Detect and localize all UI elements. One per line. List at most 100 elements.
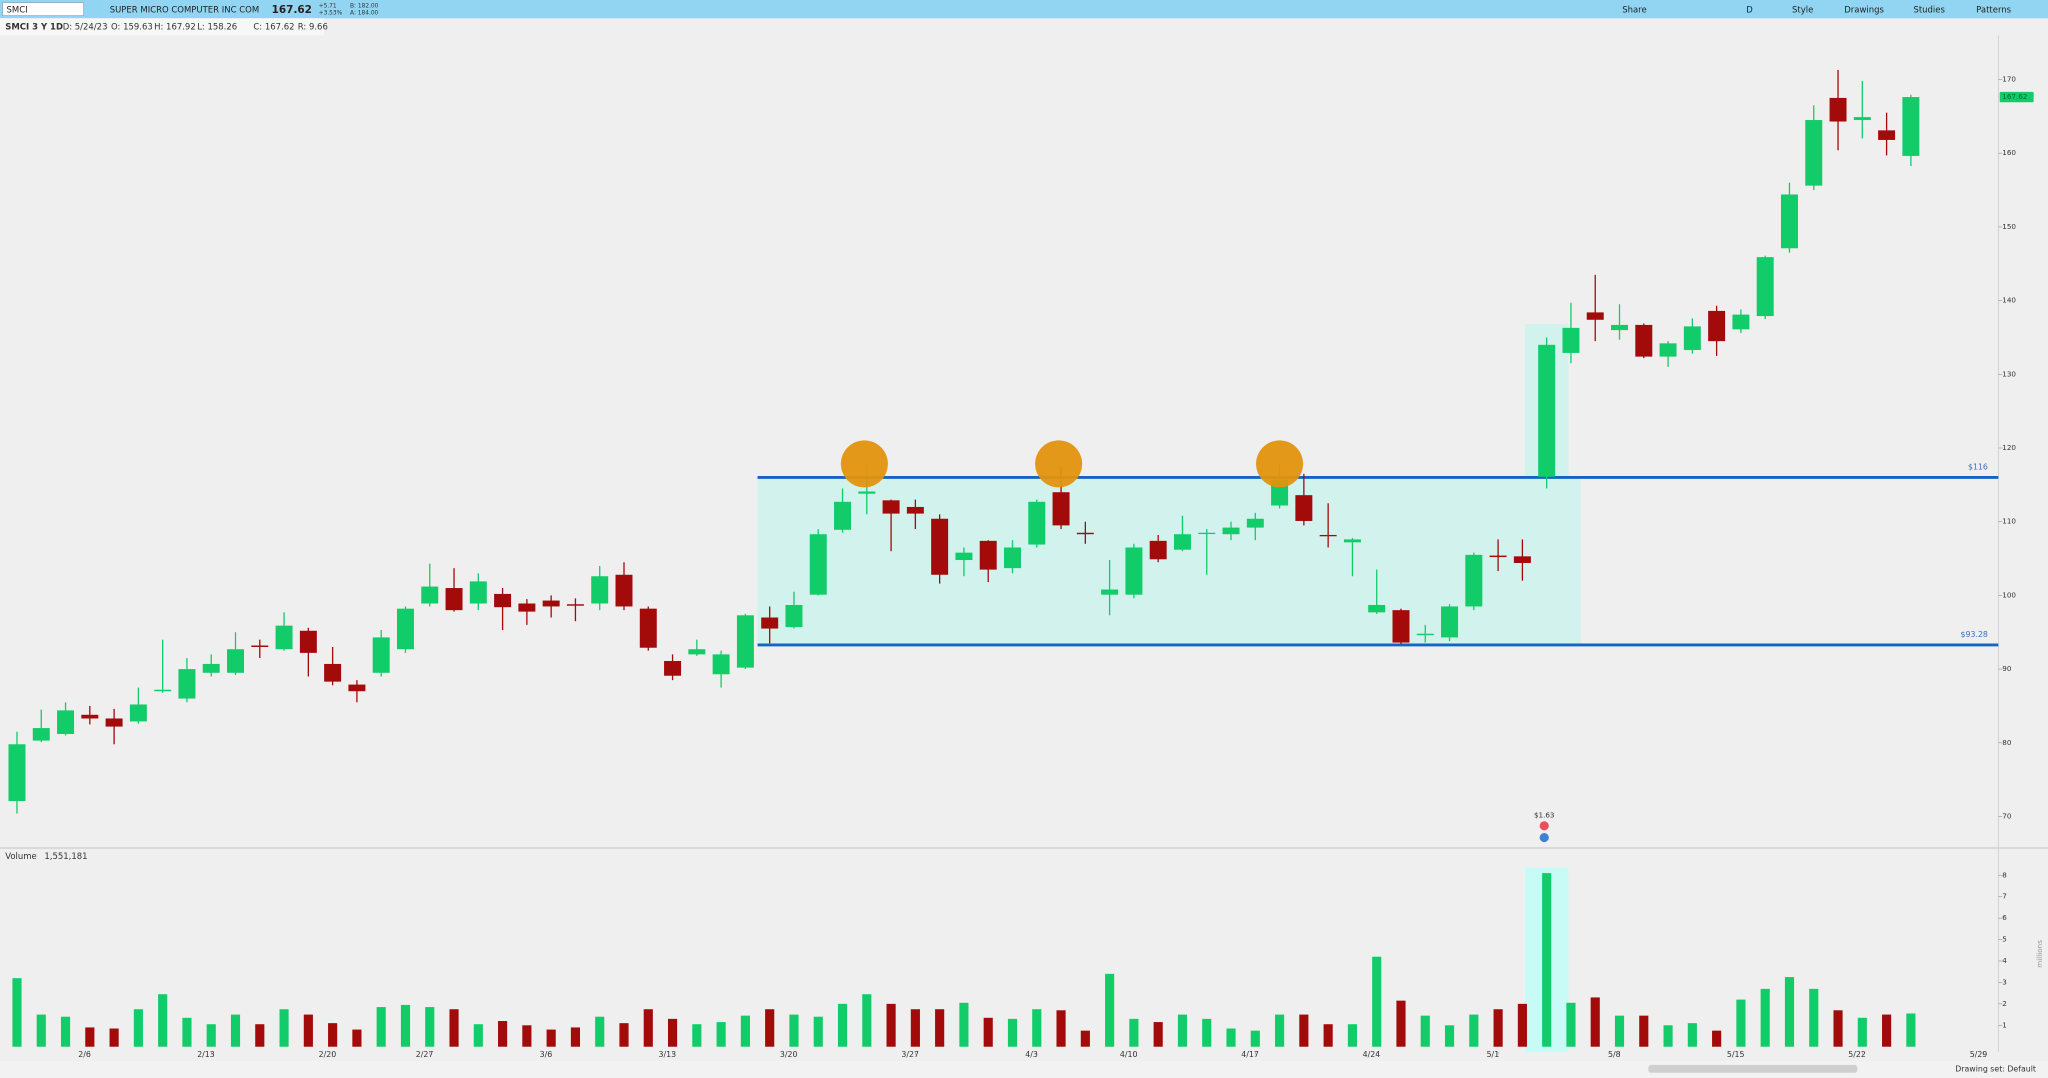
- volume-bar: [400, 1004, 411, 1047]
- volume-y-tick-label: 1: [2002, 1020, 2007, 1029]
- volume-bar: [133, 1009, 143, 1047]
- candle-body: [1878, 130, 1896, 140]
- info-low: L: 158.26: [197, 22, 237, 32]
- info-high: H: 167.92: [154, 22, 196, 32]
- volume-bar: [1882, 1014, 1892, 1047]
- candle-body: [1902, 97, 1920, 156]
- toolbar-item[interactable]: Patterns: [1976, 5, 2011, 15]
- x-tick-label: 5/15: [1727, 1050, 1745, 1059]
- candle-body: [154, 689, 172, 692]
- candle-body: [1052, 492, 1070, 526]
- x-tick-label: 3/27: [901, 1050, 919, 1059]
- info-close: C: 167.62: [253, 22, 294, 32]
- volume-bar: [182, 1017, 192, 1047]
- level-label: $116: [1968, 463, 1988, 472]
- candle-body: [1319, 534, 1337, 537]
- y-tick-label: 90: [2002, 664, 2012, 673]
- y-tick-label: 140: [2002, 296, 2016, 305]
- volume-bar: [1736, 999, 1746, 1047]
- candle-body: [1125, 547, 1143, 595]
- volume-bar: [1056, 1010, 1066, 1047]
- volume-bar: [1542, 873, 1552, 1047]
- change: +5.71: [319, 3, 337, 9]
- x-tick-label: 3/20: [780, 1050, 798, 1059]
- candle-body: [494, 593, 512, 608]
- candle-body: [396, 608, 414, 650]
- volume-y-tick-label: 6: [2002, 913, 2007, 922]
- toolbar-item[interactable]: Studies: [1913, 5, 1944, 15]
- volume-bar: [910, 1009, 920, 1047]
- volume-bar: [595, 1016, 605, 1047]
- volume-bar: [352, 1029, 362, 1047]
- candle-body: [469, 581, 487, 604]
- y-tick-label: 150: [2002, 222, 2016, 231]
- candle-body: [1222, 527, 1240, 535]
- volume-bar: [1493, 1009, 1503, 1047]
- volume-bar: [716, 1022, 726, 1047]
- volume-bar: [1809, 988, 1819, 1047]
- volume-title: Volume: [5, 852, 37, 862]
- candle-body: [1853, 117, 1871, 121]
- volume-bar: [12, 978, 22, 1047]
- volume-axis-label: millions: [2035, 940, 2044, 968]
- volume-bar: [837, 1003, 848, 1047]
- candle-body: [1028, 501, 1046, 545]
- scrollbar[interactable]: [1648, 1064, 1858, 1073]
- info-date: D: 5/24/23: [63, 22, 108, 32]
- toolbar-item[interactable]: D: [1746, 5, 1753, 15]
- info-range: R: 9.66: [298, 22, 328, 32]
- volume-bar: [1202, 1018, 1212, 1047]
- toolbar-item[interactable]: Share: [1622, 5, 1646, 15]
- volume-last: 1,551,181: [44, 852, 87, 862]
- volume-bar: [230, 1014, 241, 1047]
- earnings-icon[interactable]: [1539, 821, 1549, 831]
- candle-body: [227, 649, 244, 673]
- candle-body: [931, 518, 949, 575]
- volume-bar: [1032, 1009, 1042, 1047]
- volume-bar: [1226, 1028, 1236, 1047]
- candle-body: [809, 534, 827, 595]
- volume-bar: [498, 1021, 508, 1047]
- candle-body: [1004, 547, 1021, 569]
- volume-bar: [279, 1009, 289, 1047]
- volume-bar: [570, 1027, 581, 1047]
- volume-bar: [425, 1007, 435, 1047]
- candle-body: [566, 604, 584, 606]
- volume-bar: [1250, 1030, 1260, 1047]
- x-tick-label: 2/20: [319, 1050, 337, 1059]
- volume-bar: [1517, 1003, 1527, 1047]
- volume-bar: [158, 994, 168, 1047]
- candle-body: [81, 714, 99, 719]
- candle-body: [834, 501, 852, 530]
- candle-body: [615, 574, 633, 607]
- volume-bar: [1760, 988, 1770, 1047]
- earnings-label: $1.63: [1534, 810, 1555, 819]
- bottom-bar: [0, 1061, 2048, 1078]
- volume-bar: [36, 1014, 46, 1047]
- candle-body: [1635, 324, 1653, 357]
- dividend-icon[interactable]: [1539, 833, 1549, 843]
- candle-body: [275, 625, 293, 650]
- candle-body: [518, 603, 536, 612]
- volume-y-tick-label: 7: [2002, 892, 2007, 901]
- toolbar-item[interactable]: Drawings: [1844, 5, 1884, 15]
- candle-body: [251, 645, 269, 647]
- volume-bar: [740, 1015, 750, 1047]
- volume-bar: [619, 1023, 629, 1047]
- x-tick-label: 5/29: [1970, 1050, 1988, 1059]
- candle-body: [1538, 344, 1556, 477]
- y-tick-label: 170: [2002, 74, 2016, 83]
- x-tick-label: 4/10: [1120, 1050, 1138, 1059]
- volume-bar: [1396, 1000, 1406, 1047]
- x-tick-label: 3/6: [540, 1050, 553, 1059]
- volume-bar: [1323, 1024, 1333, 1047]
- x-tick-label: 2/27: [416, 1050, 434, 1059]
- symbol-box[interactable]: [2, 2, 84, 17]
- candle-body: [542, 600, 560, 607]
- candle-body: [1101, 589, 1119, 595]
- candle-body: [105, 718, 123, 727]
- candle-body: [761, 617, 779, 629]
- toolbar-item[interactable]: Style: [1792, 5, 1813, 15]
- candle-body: [736, 615, 754, 668]
- y-tick-label: 120: [2002, 443, 2016, 452]
